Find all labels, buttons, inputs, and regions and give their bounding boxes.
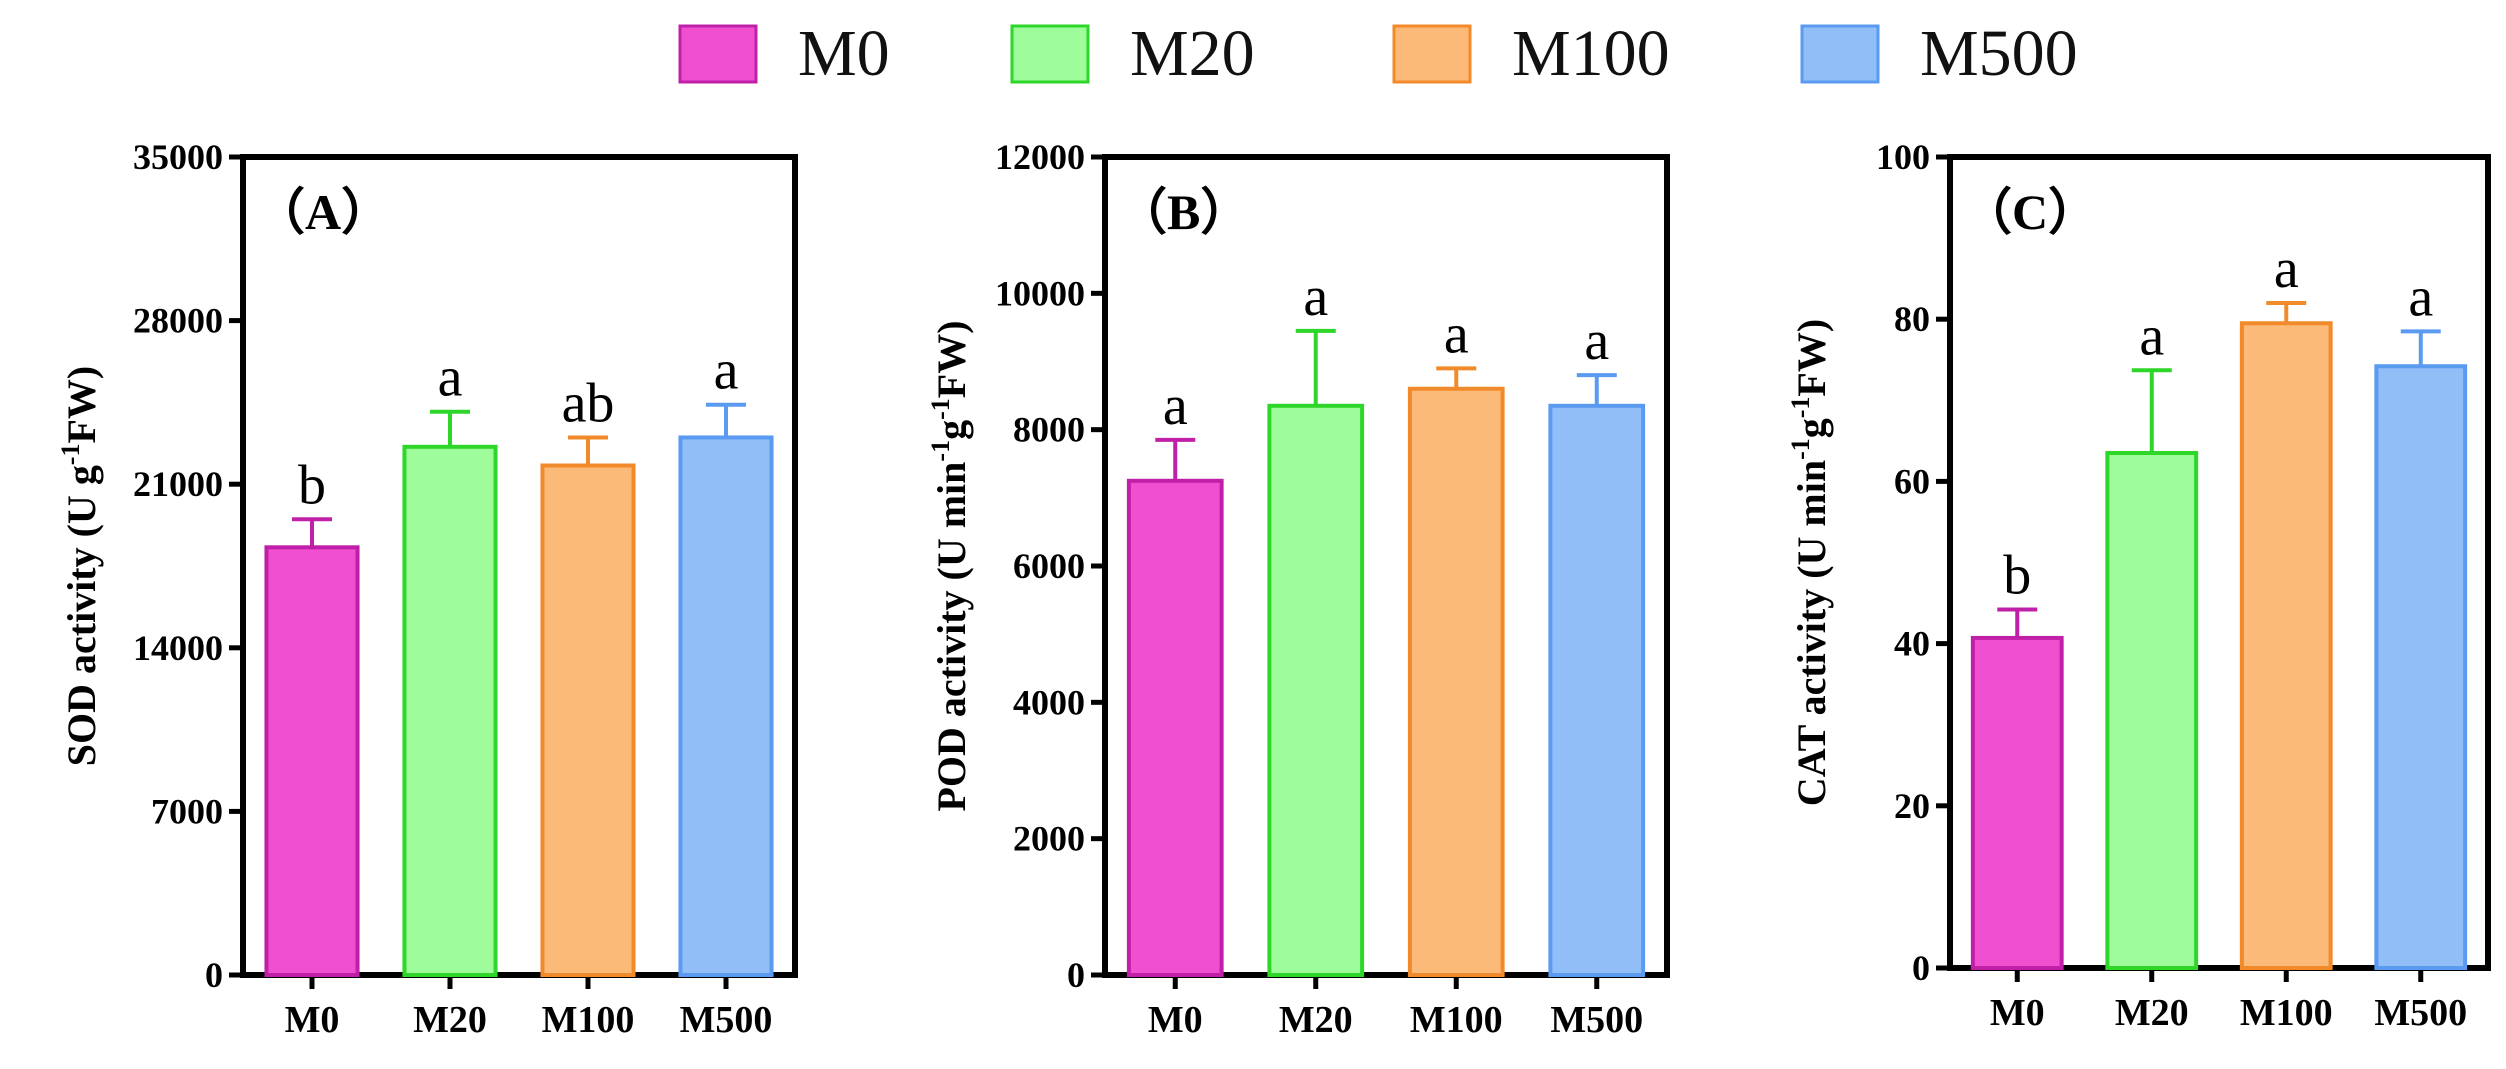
significance-letter-m0: b: [2003, 545, 2031, 607]
significance-letter-m20: a: [1303, 266, 1328, 328]
legend-swatch-m20: [1010, 24, 1090, 84]
legend-label-m500: M500: [1920, 17, 2078, 90]
y-tick-label: 4000: [1013, 682, 1085, 722]
y-axis-label-text: SOD activity (U g: [59, 465, 104, 766]
legend-swatch-m0: [678, 24, 758, 84]
panel-b: 0 2000 4000 6000 8000 10000 12000 M0 a M20 a M100 a M…: [926, 137, 1670, 1041]
y-tick-label: 14000: [133, 628, 223, 668]
x-tick-label-m20: M20: [2115, 992, 2189, 1034]
x-tick-label-m500: M500: [1550, 999, 1643, 1041]
y-axis-label: POD activity (U min-1g-1FW): [926, 320, 974, 811]
significance-letter-m100: a: [1444, 303, 1469, 365]
significance-letter-m500: a: [714, 340, 739, 402]
bar-m100: [1407, 386, 1505, 977]
x-tick-label-m100: M100: [2240, 992, 2333, 1034]
x-tick-label-m100: M100: [1410, 999, 1503, 1041]
significance-letter-m100: a: [2274, 238, 2299, 300]
y-tick-label: 35000: [133, 137, 223, 177]
y-axis-label-superscript: -1: [926, 440, 955, 462]
legend-swatch-m500: [1800, 24, 1880, 84]
y-tick-label: 0: [1067, 955, 1085, 995]
x-tick-label-m0: M0: [1148, 999, 1203, 1041]
y-tick-label: 8000: [1013, 410, 1085, 450]
y-tick-label: 80: [1894, 299, 1930, 339]
panel-label: （A）: [255, 184, 391, 240]
x-tick-label-m20: M20: [413, 999, 487, 1041]
legend-label-m20: M20: [1130, 17, 1255, 90]
bar-m500: [678, 435, 774, 977]
x-tick-label-m100: M100: [542, 999, 635, 1041]
y-tick-label: 28000: [133, 301, 223, 341]
bar-m500: [2374, 364, 2468, 971]
y-axis-label-text: FW): [929, 320, 974, 398]
x-tick-label-m500: M500: [680, 999, 773, 1041]
significance-letter-m0: b: [298, 454, 326, 516]
significance-letter-m0: a: [1163, 375, 1188, 437]
bar-m0: [264, 545, 360, 977]
y-axis-label: SOD activity (U g-1FW): [56, 366, 104, 767]
y-tick-label: 6000: [1013, 546, 1085, 586]
y-tick-label: 7000: [151, 791, 223, 831]
y-axis-label-text: FW): [1789, 319, 1834, 397]
x-tick-label-m20: M20: [1279, 999, 1353, 1041]
y-axis-label-text: g: [929, 420, 974, 440]
y-tick-label: 0: [205, 955, 223, 995]
y-tick-label: 10000: [995, 273, 1085, 313]
y-tick-label: 2000: [1013, 819, 1085, 859]
significance-letter-m500: a: [1584, 310, 1609, 372]
legend-label-m0: M0: [798, 17, 890, 90]
significance-letter-m20: a: [438, 347, 463, 409]
panel-label: （C）: [1962, 184, 2098, 240]
y-tick-label: 40: [1894, 624, 1930, 664]
panel-c: 0 20 40 60 80 100 M0 b M20 a M100 a M500 a （C） CAT acti…: [1786, 137, 2491, 1034]
bar-m100: [2239, 321, 2333, 970]
panel-a: 0 7000 14000 21000 28000 35000 M0 b M20 a M100 ab M5…: [56, 137, 798, 1041]
x-tick-label-m0: M0: [1990, 992, 2045, 1034]
bar-m100: [540, 463, 636, 977]
x-tick-label-m0: M0: [285, 999, 340, 1041]
legend-swatch-m100: [1392, 24, 1472, 84]
panel-label: （B）: [1117, 184, 1250, 240]
plot-frame: [1947, 154, 2491, 971]
y-axis-label-text: FW): [59, 366, 104, 444]
y-tick-label: 21000: [133, 464, 223, 504]
y-axis-label-text: POD activity (U min: [929, 462, 974, 812]
bar-m0: [1970, 635, 2064, 970]
bar-m20: [402, 444, 498, 977]
y-tick-label: 60: [1894, 461, 1930, 501]
legend-label-m100: M100: [1512, 17, 1670, 90]
significance-letter-m500: a: [2408, 266, 2433, 328]
bar-m500: [1548, 403, 1646, 977]
y-tick-label: 0: [1912, 948, 1930, 988]
y-tick-label: 100: [1876, 137, 1930, 177]
y-tick-label: 12000: [995, 137, 1085, 177]
bar-m0: [1126, 478, 1224, 977]
y-tick-label: 20: [1894, 786, 1930, 826]
legend: M0 M20 M100 M500: [678, 17, 2078, 90]
y-axis-label-text: CAT activity (U min: [1789, 460, 1834, 806]
bar-m20: [2105, 451, 2199, 970]
y-axis-label-superscript: -1: [1786, 397, 1815, 419]
significance-letter-m20: a: [2139, 305, 2164, 367]
significance-letter-m100: ab: [562, 372, 615, 434]
y-axis-label: CAT activity (U min-1g-1FW): [1786, 319, 1834, 806]
y-axis-label-superscript: -1: [926, 398, 955, 420]
y-axis-label-superscript: -1: [1786, 438, 1815, 460]
y-axis-label-superscript: -1: [56, 444, 85, 466]
y-axis-label-text: g: [1789, 418, 1834, 438]
x-tick-label-m500: M500: [2374, 992, 2467, 1034]
plot-frame: [240, 154, 798, 978]
bar-m20: [1267, 403, 1365, 977]
